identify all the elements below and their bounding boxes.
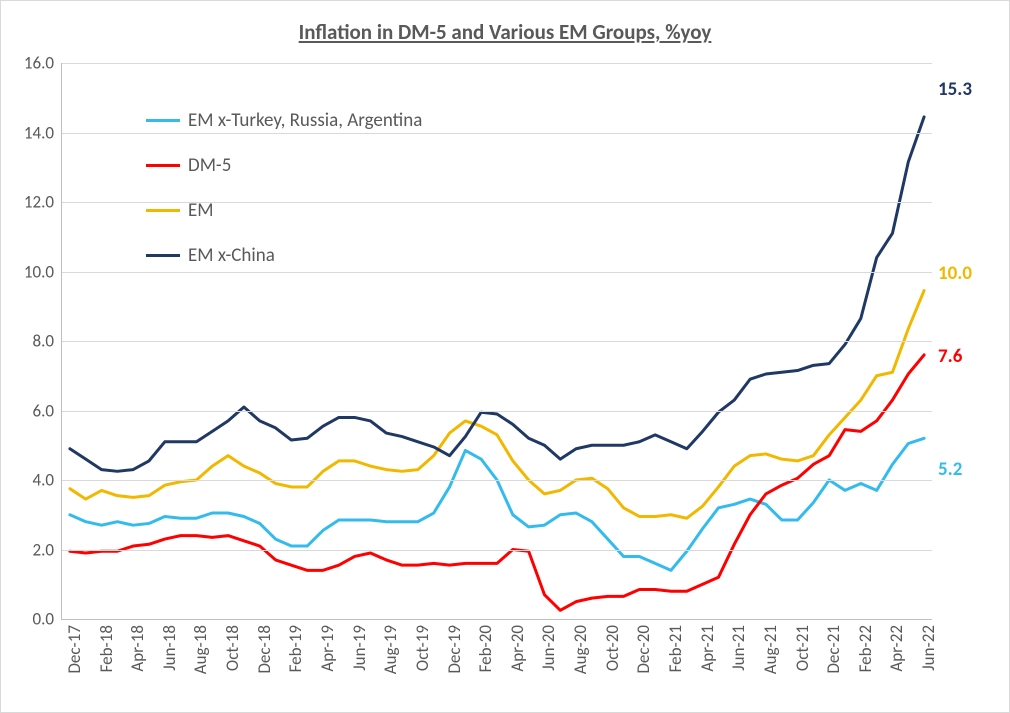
chart-frame: Inflation in DM-5 and Various EM Groups,… — [0, 0, 1010, 713]
legend-label: EM x-Turkey, Russia, Argentina — [188, 109, 422, 132]
x-tick-label: Apr-22 — [886, 578, 907, 625]
x-tick-label: Feb-18 — [96, 578, 117, 625]
legend-item-em: EM — [146, 199, 422, 222]
x-tick-label: Apr-18 — [127, 578, 148, 625]
y-tick-label: 2.0 — [32, 539, 62, 560]
series-line-em_x_tra — [70, 438, 924, 570]
y-gridline — [62, 411, 932, 412]
x-tick-label: Feb-20 — [475, 578, 496, 625]
end-label-em_x_tra: 5.2 — [938, 458, 962, 481]
x-tick-label: Aug-21 — [760, 576, 781, 625]
x-tick-label: Dec-21 — [823, 576, 844, 625]
x-tick-label: Apr-19 — [317, 578, 338, 625]
y-tick-label: 14.0 — [24, 122, 62, 143]
end-label-em_x_china: 15.3 — [938, 78, 972, 101]
chart-title: Inflation in DM-5 and Various EM Groups,… — [1, 19, 1009, 45]
y-tick-label: 6.0 — [32, 400, 62, 421]
x-tick-label: Jun-22 — [918, 579, 939, 625]
x-tick-label: Dec-17 — [64, 576, 85, 625]
legend-label: EM x-China — [188, 244, 275, 267]
x-tick-label: Aug-18 — [190, 576, 211, 625]
y-tick-label: 0.0 — [32, 609, 62, 630]
y-gridline — [62, 341, 932, 342]
legend-swatch — [146, 209, 180, 212]
y-tick-label: 12.0 — [24, 192, 62, 213]
y-tick-label: 16.0 — [24, 53, 62, 74]
x-tick-label: Oct-21 — [792, 579, 813, 625]
end-label-em: 10.0 — [938, 262, 972, 285]
legend-item-em_x_china: EM x-China — [146, 244, 422, 267]
x-tick-label: Feb-21 — [665, 578, 686, 625]
y-tick-label: 4.0 — [32, 470, 62, 491]
x-tick-label: Jun-18 — [159, 579, 180, 625]
legend-swatch — [146, 119, 180, 122]
legend-swatch — [146, 254, 180, 257]
legend-item-em_x_tra: EM x-Turkey, Russia, Argentina — [146, 109, 422, 132]
y-gridline — [62, 480, 932, 481]
x-tick-label: Apr-20 — [507, 578, 528, 625]
y-tick-label: 10.0 — [24, 261, 62, 282]
x-tick-label: Oct-18 — [222, 579, 243, 625]
legend-swatch — [146, 164, 180, 167]
y-tick-label: 8.0 — [32, 331, 62, 352]
x-tick-label: Dec-18 — [254, 576, 275, 625]
y-gridline — [62, 63, 932, 64]
x-tick-label: Dec-20 — [633, 576, 654, 625]
x-tick-label: Dec-19 — [444, 576, 465, 625]
x-tick-label: Oct-19 — [412, 579, 433, 625]
x-tick-label: Feb-19 — [285, 578, 306, 625]
series-line-em — [70, 291, 924, 519]
x-tick-label: Jun-20 — [538, 579, 559, 625]
x-tick-label: Jun-19 — [349, 579, 370, 625]
legend-label: EM — [188, 199, 214, 222]
end-label-dm5: 7.6 — [938, 345, 962, 368]
x-tick-label: Feb-22 — [855, 578, 876, 625]
x-tick-label: Aug-20 — [570, 576, 591, 625]
legend-label: DM-5 — [188, 154, 231, 177]
x-tick-label: Aug-19 — [380, 576, 401, 625]
y-gridline — [62, 550, 932, 551]
x-tick-label: Oct-20 — [602, 579, 623, 625]
legend-item-dm5: DM-5 — [146, 154, 422, 177]
x-tick-label: Apr-21 — [697, 578, 718, 625]
legend: EM x-Turkey, Russia, Argentina DM-5 EM EM x… — [146, 109, 422, 289]
x-tick-label: Jun-21 — [728, 579, 749, 625]
